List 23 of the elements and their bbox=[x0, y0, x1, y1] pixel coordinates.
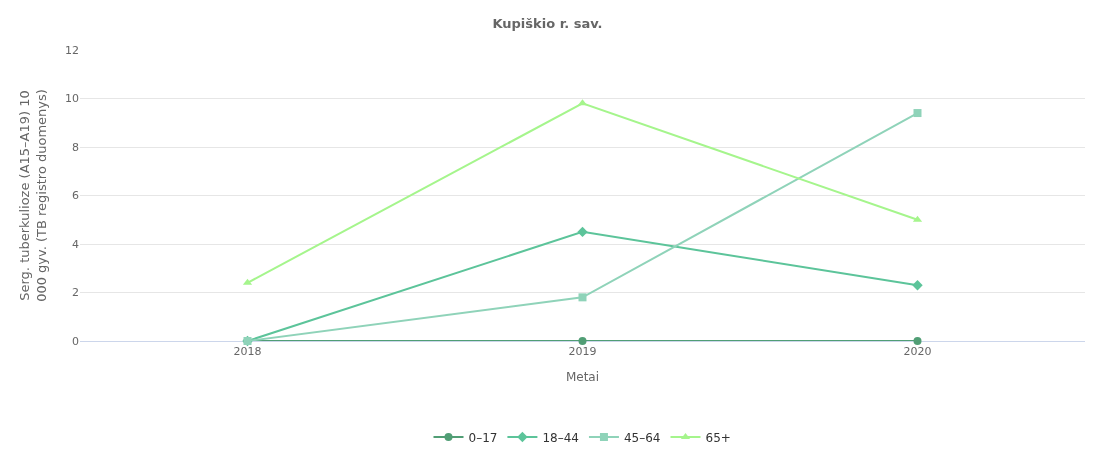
x-tick-label: 2018 bbox=[233, 345, 262, 359]
point bbox=[578, 293, 587, 302]
y-tick-label: 8 bbox=[72, 140, 79, 154]
legend-label: 65+ bbox=[705, 430, 731, 445]
point bbox=[913, 109, 922, 118]
y-tick-label: 4 bbox=[72, 237, 79, 251]
point bbox=[913, 337, 922, 345]
y-tick-label: 2 bbox=[72, 286, 79, 300]
x-axis-title: Metai bbox=[565, 370, 600, 385]
x-tick-label: 2020 bbox=[903, 345, 932, 359]
point bbox=[578, 337, 587, 345]
point bbox=[912, 280, 923, 291]
y-axis-title: Serg. tuberkulioze (A15–A19) 10 000 gyv. (TB registro duomenys) bbox=[17, 89, 49, 302]
y-tick-label: 6 bbox=[72, 189, 79, 203]
point bbox=[577, 226, 588, 238]
y-tick-label: 10 bbox=[65, 92, 79, 106]
x-tick-label: 2019 bbox=[568, 345, 597, 359]
legend-label: 18–44 bbox=[542, 430, 579, 445]
legend-label: 45–64 bbox=[623, 430, 661, 445]
y-tick-label: 0 bbox=[72, 334, 79, 348]
y-tick-label: 12 bbox=[65, 43, 79, 57]
chart-title: Kupiškio r. sav. bbox=[492, 15, 603, 31]
legend-label: 0–17 bbox=[468, 430, 498, 445]
